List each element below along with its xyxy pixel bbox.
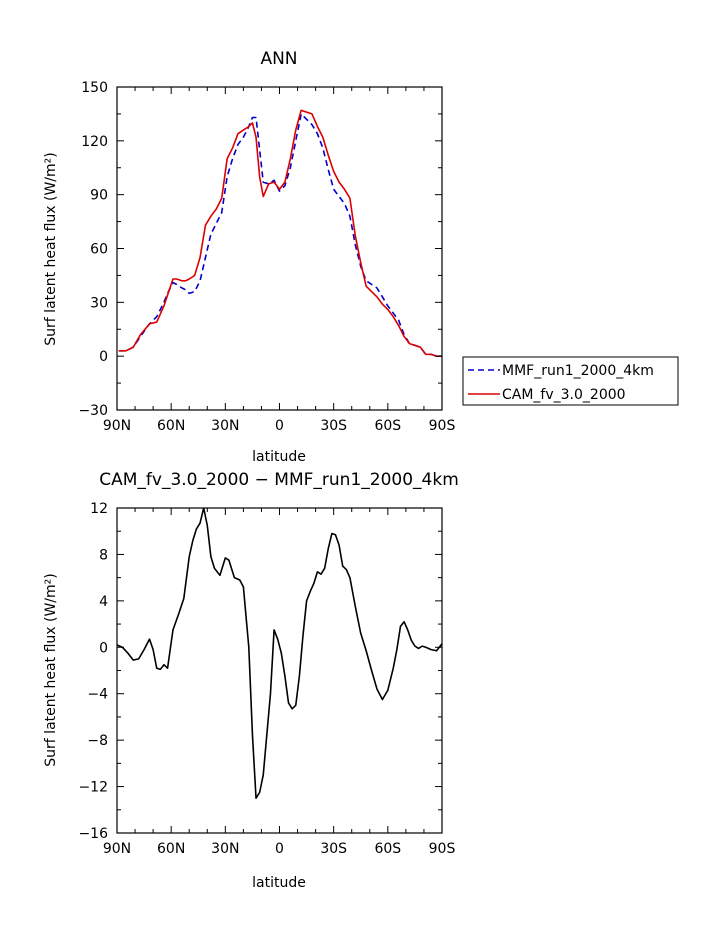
top-x-tick-label: 60S bbox=[374, 418, 401, 434]
bottom-x-tick-label: 90N bbox=[103, 841, 131, 857]
top-series-group bbox=[118, 109, 442, 357]
bottom-panel: CAM_fv_3.0_2000 − MMF_run1_2000_4km 90N 6… bbox=[43, 470, 459, 891]
bottom-y-tick-label: 0 bbox=[99, 640, 108, 656]
top-y-tick-label: 60 bbox=[90, 242, 108, 258]
bottom-x-tick-label: 90S bbox=[429, 841, 456, 857]
bottom-x-tick-label: 60S bbox=[374, 841, 401, 857]
bottom-y-axis: −16 −12 −8 −4 0 4 8 12 bbox=[78, 501, 442, 842]
top-y-axis-title: Surf latent heat flux (W/m²) bbox=[43, 152, 59, 345]
bottom-series-group bbox=[117, 508, 442, 799]
legend: MMF_run1_2000_4km CAM_fv_3.0_2000 bbox=[462, 356, 679, 406]
legend-label-mmf: MMF_run1_2000_4km bbox=[502, 363, 654, 379]
bottom-x-axis: 90N 60N 30N 0 30S 60S 90S bbox=[103, 508, 456, 857]
legend-box bbox=[462, 356, 679, 406]
top-x-tick-label: 30N bbox=[211, 418, 239, 434]
top-x-tick-label: 90S bbox=[429, 418, 456, 434]
top-x-axis: 90N 60N 30N 0 30S 60S 90S bbox=[103, 87, 456, 434]
top-y-tick-label: 0 bbox=[99, 349, 108, 365]
bottom-y-axis-title: Surf latent heat flux (W/m²) bbox=[43, 573, 59, 766]
bottom-x-tick-label: 30N bbox=[211, 841, 239, 857]
top-y-tick-label: −30 bbox=[78, 403, 108, 419]
bottom-y-tick-label: −12 bbox=[78, 780, 108, 796]
top-y-tick-label: 120 bbox=[81, 134, 108, 150]
bottom-y-tick-label: −16 bbox=[78, 826, 108, 842]
top-y-tick-label: 30 bbox=[90, 295, 108, 311]
top-series-line-0 bbox=[118, 113, 442, 357]
top-y-tick-label: 90 bbox=[90, 188, 108, 204]
top-x-tick-label: 30S bbox=[320, 418, 347, 434]
top-series-line-1 bbox=[118, 109, 442, 357]
top-x-axis-title: latitude bbox=[252, 449, 306, 465]
top-panel: ANN 90N 60N 30N 0 30S 60S 90S −30 0 30 60 90 120 150… bbox=[43, 49, 679, 465]
bottom-x-tick-label: 60N bbox=[157, 841, 185, 857]
legend-label-cam: CAM_fv_3.0_2000 bbox=[502, 387, 626, 403]
top-plot-title: ANN bbox=[260, 49, 297, 69]
bottom-x-tick-label: 30S bbox=[320, 841, 347, 857]
bottom-x-tick-label: 0 bbox=[275, 841, 284, 857]
top-y-tick-label: 150 bbox=[81, 80, 108, 96]
top-x-tick-label: 90N bbox=[103, 418, 131, 434]
bottom-plot-title: CAM_fv_3.0_2000 − MMF_run1_2000_4km bbox=[99, 470, 459, 490]
bottom-y-tick-label: −8 bbox=[87, 733, 108, 749]
top-x-tick-label: 60N bbox=[157, 418, 185, 434]
bottom-y-tick-label: 8 bbox=[99, 547, 108, 563]
bottom-y-tick-label: −4 bbox=[87, 687, 108, 703]
top-x-tick-label: 0 bbox=[275, 418, 284, 434]
top-plot-frame bbox=[116, 86, 443, 411]
bottom-y-tick-label: 12 bbox=[90, 501, 108, 517]
bottom-series-line-0 bbox=[117, 508, 442, 799]
bottom-x-axis-title: latitude bbox=[252, 875, 306, 891]
bottom-y-tick-label: 4 bbox=[99, 594, 108, 610]
top-y-axis: −30 0 30 60 90 120 150 bbox=[78, 80, 442, 419]
